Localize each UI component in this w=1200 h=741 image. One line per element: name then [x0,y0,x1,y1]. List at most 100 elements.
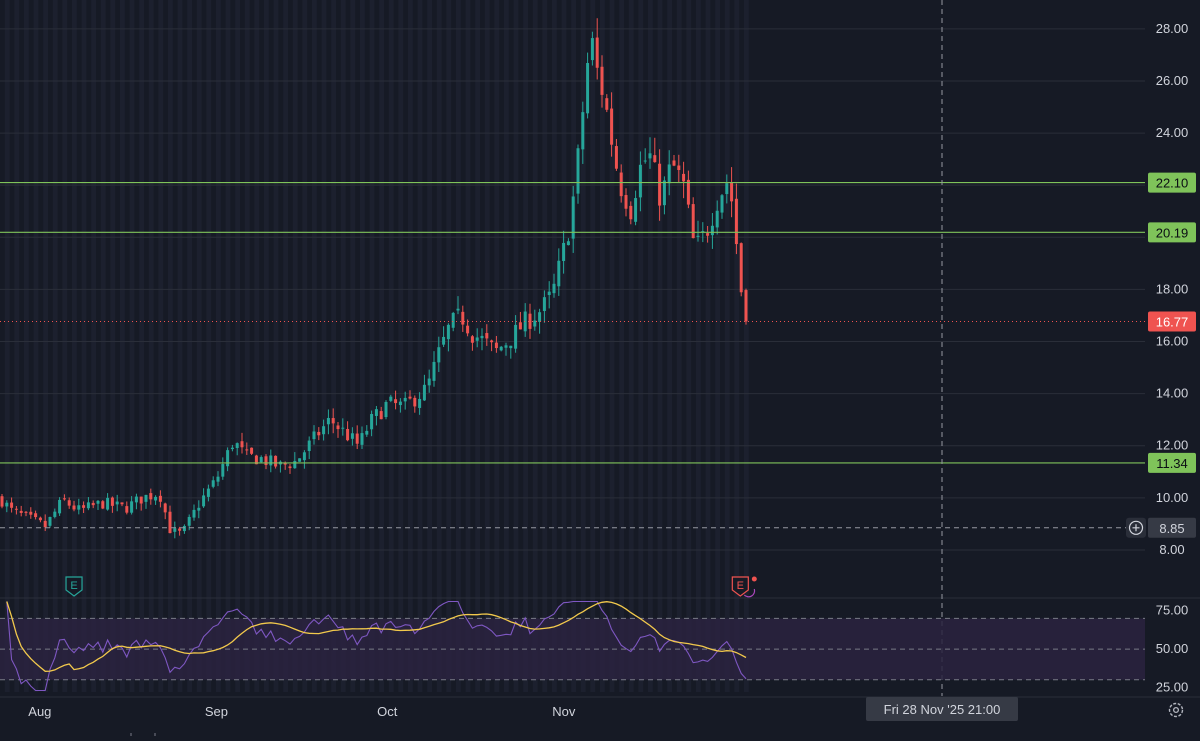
candle[interactable] [10,497,14,513]
candle[interactable] [67,497,71,509]
candle[interactable] [240,432,244,454]
candle[interactable] [571,185,575,253]
candle[interactable] [470,335,474,351]
candle[interactable] [259,455,263,464]
candle[interactable] [394,390,398,410]
candle[interactable] [590,31,594,66]
candle[interactable] [672,155,676,167]
candle[interactable] [158,490,162,508]
candle[interactable] [226,447,230,472]
candle[interactable] [202,488,206,508]
chart-controls[interactable] [1168,702,1184,718]
candle[interactable] [293,452,297,469]
candle[interactable] [629,201,633,225]
candle[interactable] [437,336,441,372]
candle[interactable] [144,494,148,509]
candle[interactable] [715,200,719,235]
candle[interactable] [91,500,95,509]
candle[interactable] [331,408,335,434]
candle[interactable] [29,507,33,519]
candle[interactable] [216,471,220,487]
candle[interactable] [710,213,714,249]
candle[interactable] [547,281,551,309]
candle[interactable] [739,242,743,297]
candle[interactable] [106,493,110,511]
candle[interactable] [658,149,662,221]
candle[interactable] [269,449,273,473]
candle[interactable] [178,526,182,536]
candle[interactable] [595,18,599,80]
candle[interactable] [490,339,494,352]
candle[interactable] [110,496,114,513]
candle[interactable] [432,351,436,387]
candle[interactable] [456,296,460,315]
candle[interactable] [614,138,618,171]
candle[interactable] [557,248,561,296]
candle[interactable] [317,427,321,441]
candle[interactable] [101,500,105,510]
candle[interactable] [24,510,28,517]
candle[interactable] [14,505,18,515]
candle[interactable] [322,419,326,441]
candle[interactable] [389,394,393,403]
candle[interactable] [235,442,239,456]
candle[interactable] [494,335,498,353]
candle[interactable] [58,497,62,516]
candle[interactable] [634,190,638,226]
price-candles[interactable] [0,18,748,539]
candle[interactable] [120,502,124,507]
candle[interactable] [211,476,215,489]
candle[interactable] [509,345,513,359]
candle[interactable] [5,500,9,513]
candle[interactable] [341,418,345,436]
candle[interactable] [302,450,306,469]
candle[interactable] [307,436,311,460]
candle[interactable] [610,92,614,157]
candle[interactable] [667,150,671,196]
candle[interactable] [163,502,167,520]
candle[interactable] [298,458,302,462]
candle[interactable] [230,444,234,452]
candle[interactable] [0,493,4,509]
candle[interactable] [326,409,330,435]
candle[interactable] [168,505,172,534]
candle[interactable] [139,496,143,511]
candle[interactable] [398,398,402,413]
candle[interactable] [653,137,657,163]
candle[interactable] [542,290,546,323]
candle[interactable] [523,303,527,337]
candle[interactable] [528,303,532,339]
candle[interactable] [370,410,374,437]
candle[interactable] [691,197,695,239]
candle[interactable] [446,323,450,352]
candle[interactable] [552,273,556,298]
candle[interactable] [336,422,340,438]
candle[interactable] [149,488,153,505]
candle[interactable] [427,369,431,393]
candle[interactable] [288,464,292,474]
candle[interactable] [725,174,729,204]
candle[interactable] [648,137,652,169]
candle[interactable] [734,183,738,255]
candle[interactable] [130,496,134,515]
candle[interactable] [499,345,503,352]
candle[interactable] [422,374,426,401]
candle[interactable] [365,425,369,437]
candle[interactable] [192,504,196,521]
candle[interactable] [62,494,66,501]
earnings-marker-past[interactable]: E [65,576,83,597]
candle[interactable] [350,427,354,446]
candle[interactable] [125,501,129,515]
rsi-pane[interactable] [0,600,1145,692]
candle[interactable] [418,392,422,415]
candle[interactable] [475,328,479,348]
candle[interactable] [346,421,350,442]
candle[interactable] [461,305,465,332]
candle[interactable] [384,400,388,420]
candle[interactable] [686,170,690,209]
candle[interactable] [619,164,623,203]
candle[interactable] [730,167,734,218]
rsi-line[interactable] [6,600,747,692]
candle[interactable] [34,510,38,520]
